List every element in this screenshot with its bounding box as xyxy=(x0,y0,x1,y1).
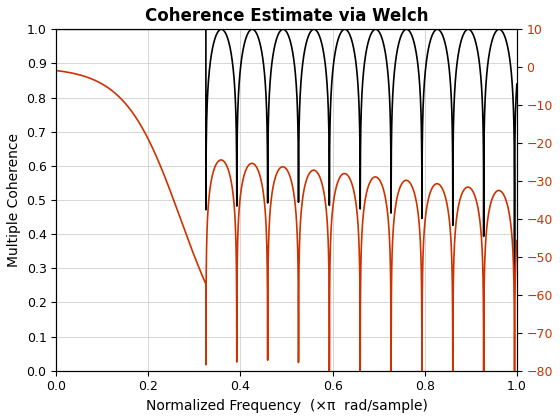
X-axis label: Normalized Frequency  (×π  rad/sample): Normalized Frequency (×π rad/sample) xyxy=(146,399,427,413)
Y-axis label: Multiple Coherence: Multiple Coherence xyxy=(7,133,21,267)
Title: Coherence Estimate via Welch: Coherence Estimate via Welch xyxy=(145,7,428,25)
